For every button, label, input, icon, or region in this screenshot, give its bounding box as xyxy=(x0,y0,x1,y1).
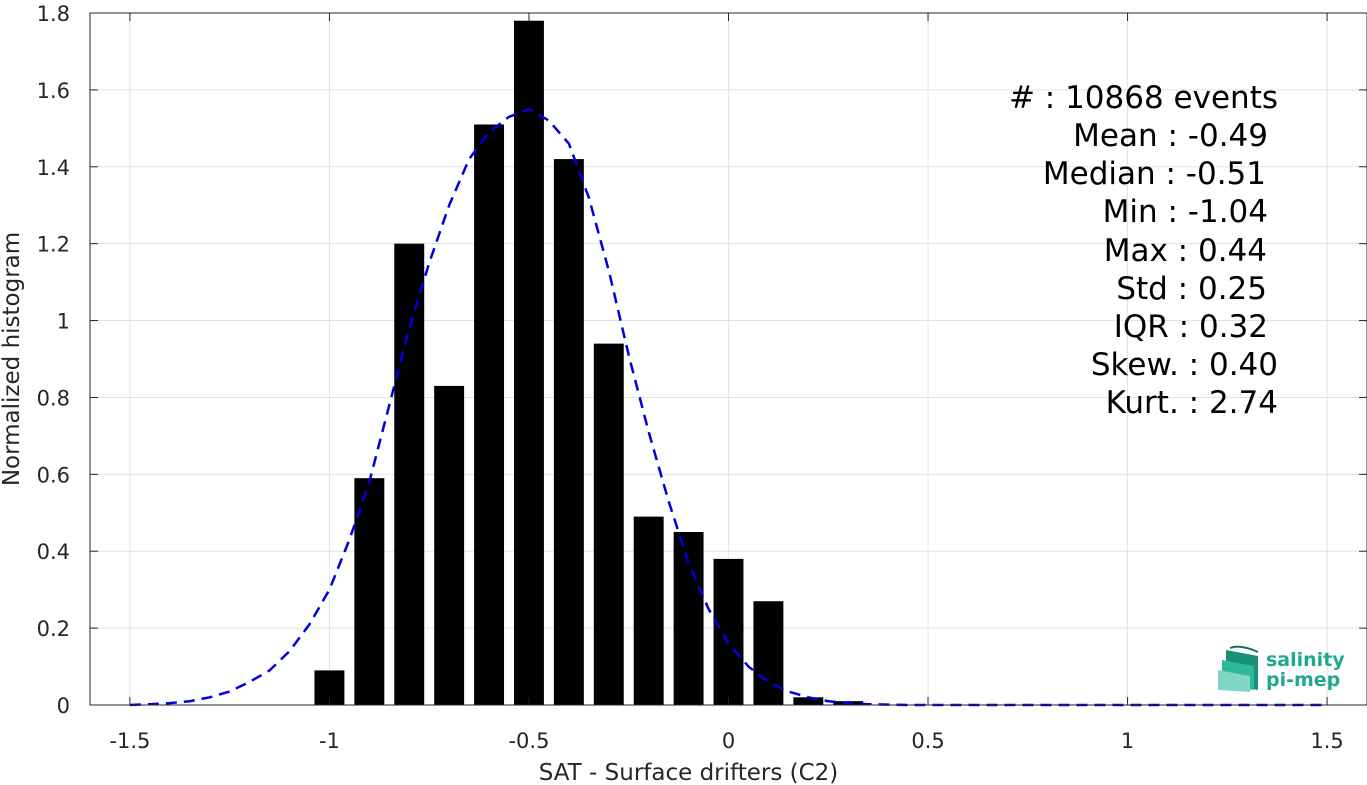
stat-events: # : 10868 events xyxy=(1009,80,1278,116)
histogram-bar xyxy=(793,697,824,705)
y-tick-label: 1 xyxy=(57,310,70,334)
y-tick-label: 0 xyxy=(57,694,70,718)
x-tick-label: -1.5 xyxy=(109,729,150,753)
y-tick-label: 1.6 xyxy=(37,79,70,103)
y-tick-label: 1.4 xyxy=(37,156,70,180)
gaussian-fit-curve xyxy=(129,107,1328,707)
x-tick-label: 1.5 xyxy=(1310,729,1343,753)
histogram-bar xyxy=(354,478,385,705)
statistics-annotations: # : 10868 events Mean : -0.49 Median : -… xyxy=(1009,80,1278,421)
x-tick-label: 0 xyxy=(722,729,735,753)
y-tick-label: 0.6 xyxy=(37,463,70,487)
stat-median: Median : -0.51 xyxy=(1043,156,1266,192)
x-tick-label: 1 xyxy=(1121,729,1134,753)
x-axis-label: SAT - Surface drifters (C2) xyxy=(539,760,839,785)
histogram-bar xyxy=(394,243,425,705)
stat-std: Std : 0.25 xyxy=(1116,271,1267,307)
y-tick-label: 0.4 xyxy=(37,540,70,564)
stat-kurt: Kurt. : 2.74 xyxy=(1106,385,1278,421)
histogram-bar xyxy=(553,159,584,706)
histogram-bars xyxy=(314,20,864,706)
histogram-bar xyxy=(434,385,465,705)
x-tick-label: -1 xyxy=(319,729,340,753)
x-tick-label: 0.5 xyxy=(911,729,944,753)
x-axis-ticks: -1.5 -1 -0.5 0 0.5 1 1.5 xyxy=(109,13,1344,753)
stat-skew: Skew. : 0.40 xyxy=(1091,347,1278,383)
y-axis-label: Normalized histogram xyxy=(0,232,25,486)
y-tick-label: 1.8 xyxy=(37,2,70,26)
salinity-pi-mep-logo: salinity pi-mep xyxy=(1218,645,1345,692)
x-tick-label: -0.5 xyxy=(508,729,549,753)
logo-wave-icon xyxy=(1218,645,1259,692)
stat-iqr: IQR : 0.32 xyxy=(1114,309,1268,345)
logo-text-line1: salinity xyxy=(1266,649,1345,671)
y-axis-ticks: 0 0.2 0.4 0.6 0.8 1 1.2 1.4 1.6 1.8 xyxy=(37,2,1367,718)
stat-mean: Mean : -0.49 xyxy=(1073,118,1268,154)
logo-text-line2: pi-mep xyxy=(1266,669,1340,691)
histogram-bar xyxy=(633,516,664,705)
y-tick-label: 0.8 xyxy=(37,386,70,410)
histogram-bar xyxy=(514,20,544,705)
stat-max: Max : 0.44 xyxy=(1104,233,1267,269)
y-tick-label: 0.2 xyxy=(37,617,70,641)
stat-min: Min : -1.04 xyxy=(1103,194,1268,230)
y-tick-label: 1.2 xyxy=(37,233,70,257)
histogram-bar xyxy=(673,532,704,705)
histogram-bar xyxy=(593,343,624,705)
histogram-bar xyxy=(713,558,744,705)
histogram-bar xyxy=(753,601,784,705)
histogram-bar xyxy=(474,124,505,705)
